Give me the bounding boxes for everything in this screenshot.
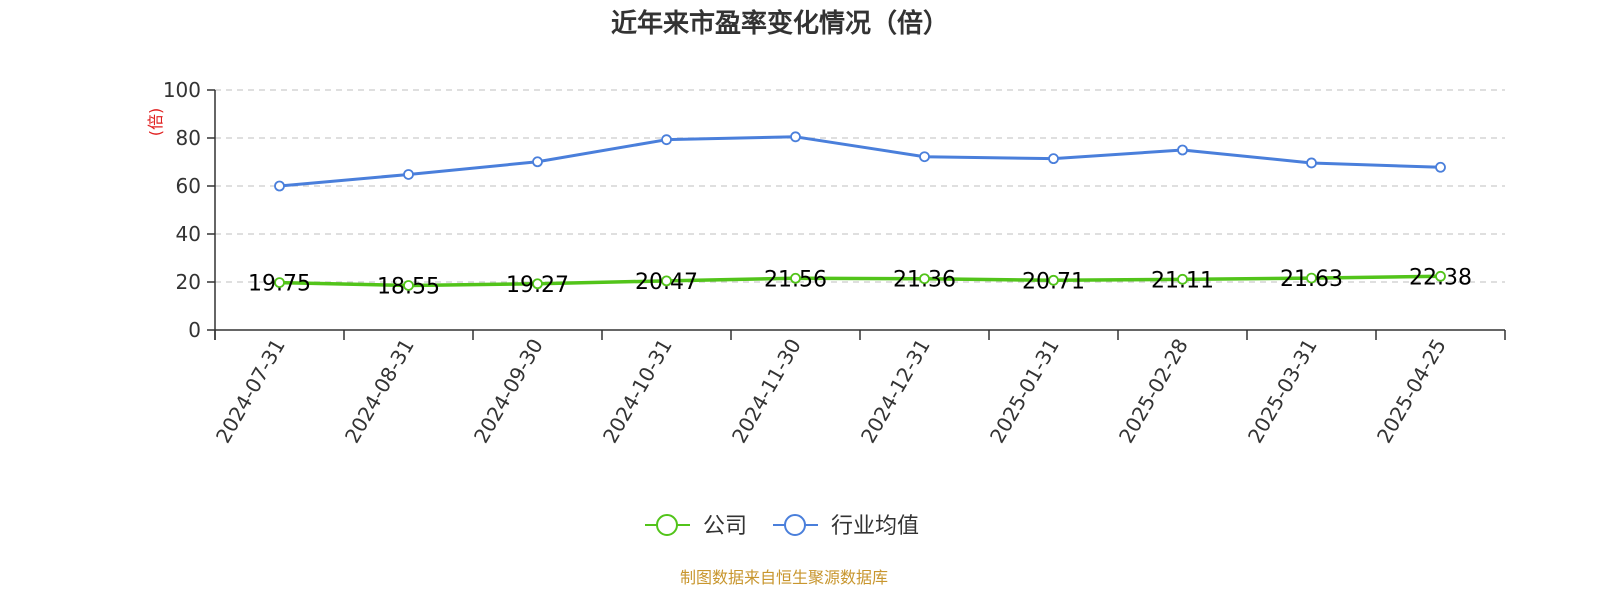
y-tick-label: 60 [176, 174, 201, 198]
data-point-company [274, 277, 285, 289]
legend-company-marker [656, 514, 678, 536]
data-label-company: 19.27 [506, 273, 569, 298]
y-tick-label: 20 [176, 270, 201, 294]
legend[interactable]: 公司 行业均值 [645, 514, 919, 539]
data-label-company: 21.63 [1280, 267, 1343, 292]
data-point-company [790, 272, 801, 284]
data-label-company: 20.71 [1022, 269, 1085, 294]
grid-layer [215, 89, 1505, 283]
data-point-industry [1435, 161, 1446, 173]
legend-item-company[interactable]: 公司 [645, 514, 747, 539]
source-note: 制图数据来自恒生聚源数据库 [680, 568, 888, 587]
data-label-company: 21.11 [1151, 268, 1214, 293]
x-tick-label: 2024-09-30 [469, 335, 548, 448]
legend-industry-marker [784, 514, 806, 536]
data-point-industry [1177, 144, 1188, 156]
data-point-company [403, 280, 414, 291]
data-point-company [1435, 270, 1446, 282]
data-point-industry [1306, 157, 1317, 169]
x-tick-label: 2025-01-31 [985, 335, 1064, 448]
data-label-company: 21.56 [764, 267, 827, 292]
x-tick-label: 2024-11-30 [727, 335, 806, 448]
y-tick-label: 40 [176, 222, 201, 246]
data-point-company [1177, 273, 1188, 285]
axis-layer: 0 20 40 60 80 100 2024-07-31 2024-08-31 2024-09-… [163, 78, 1506, 448]
data-label-company: 21.36 [893, 268, 956, 293]
data-point-industry [403, 169, 414, 180]
data-point-company [532, 278, 543, 290]
chart-title: 近年来市盈率变化情况（倍） [611, 8, 949, 39]
y-tick-label: 0 [188, 318, 201, 342]
x-tick-label: 2025-03-31 [1243, 335, 1322, 448]
y-tick-label: 80 [176, 126, 201, 150]
data-point-industry [790, 131, 801, 143]
x-tick-label: 2024-08-31 [340, 335, 419, 448]
y-tick-label: 100 [163, 78, 201, 102]
data-point-company [1048, 274, 1059, 286]
x-tick-label: 2024-07-31 [211, 335, 290, 448]
legend-item-industry[interactable]: 行业均值 [773, 514, 919, 539]
x-tick-label: 2024-10-31 [598, 335, 677, 448]
data-point-company [661, 275, 672, 287]
series-line-industry [279, 135, 1441, 188]
legend-industry-label: 行业均值 [831, 514, 919, 539]
data-point-industry [1048, 153, 1059, 165]
legend-company-label: 公司 [703, 514, 747, 539]
data-label-company: 20.47 [635, 270, 698, 295]
data-label-company: 22.38 [1409, 265, 1472, 290]
data-point-industry [919, 151, 930, 163]
data-label-company: 18.55 [377, 274, 440, 299]
series-layer [274, 131, 1446, 291]
data-point-industry [274, 180, 285, 192]
series-line-company [279, 274, 1441, 288]
x-tick-label: 2024-12-31 [856, 335, 935, 448]
data-label-company: 19.75 [248, 272, 311, 297]
x-tick-label: 2025-02-28 [1114, 335, 1193, 448]
y-axis-label: (倍) [146, 108, 165, 137]
data-point-company [919, 273, 930, 285]
data-point-industry [661, 134, 672, 146]
label-layer: 19.75 18.55 19.27 20.47 21.56 21.36 20.71 21.11… [248, 265, 1472, 299]
data-point-company [1306, 272, 1317, 284]
x-tick-label: 2025-04-25 [1372, 335, 1451, 448]
data-point-industry [532, 156, 543, 168]
